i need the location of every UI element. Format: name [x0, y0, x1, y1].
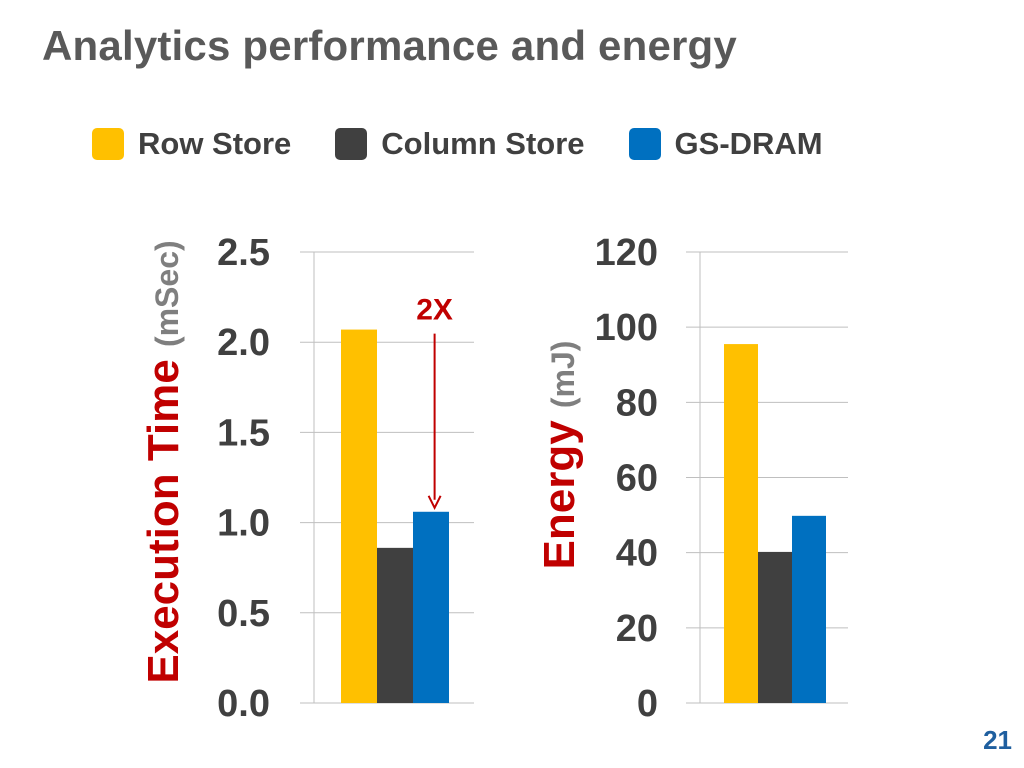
- legend-item-row-store: Row Store: [92, 126, 291, 162]
- chart1-bar-row-store: [341, 329, 377, 703]
- legend-label-gs-dram: GS-DRAM: [674, 126, 823, 161]
- chart1-tick-label: 0.5: [217, 593, 270, 635]
- chart2-tick-label: 40: [616, 533, 658, 575]
- chart2-tick-label: 20: [616, 608, 658, 650]
- chart1-tick-label: 0.0: [217, 683, 270, 725]
- legend-item-gs-dram: GS-DRAM: [628, 126, 823, 162]
- chart2-y-axis-title: Energy (mJ): [535, 341, 584, 570]
- chart1-annotation-label: 2X: [416, 294, 453, 327]
- chart1-bar-gs-dram: [413, 511, 449, 703]
- chart2-y-axis-unit: (mJ): [545, 341, 581, 409]
- legend-label-row-store: Row Store: [138, 126, 292, 161]
- chart1-tick-label: 1.0: [217, 503, 270, 545]
- chart1-y-axis-title: Execution Time (mSec): [139, 240, 188, 683]
- legend-label-column-store: Column Store: [381, 126, 585, 161]
- legend-swatch-row-store: [92, 128, 124, 160]
- legend: Row Store Column Store GS-DRAM: [92, 122, 823, 166]
- page-number: 21: [983, 725, 1012, 755]
- chart1-bar-column-store: [377, 547, 413, 703]
- slide-title: Analytics performance and energy: [42, 22, 737, 69]
- chart2-bar-row-store: [724, 344, 758, 703]
- chart2-bar-column-store: [758, 551, 792, 703]
- chart1-y-axis-unit: (mSec): [149, 240, 185, 347]
- chart2-tick-label: 0: [637, 683, 658, 725]
- chart1-annotation-arrow-head: [427, 495, 442, 511]
- chart2-bar-gs-dram: [792, 515, 826, 703]
- chart2-tick-label: 120: [595, 232, 658, 274]
- chart1-tick-label: 2.5: [217, 232, 270, 274]
- chart1-tick-label: 1.5: [217, 412, 270, 454]
- chart1-y-axis-label: Execution Time: [139, 347, 188, 684]
- chart2-y-axis-label: Energy: [535, 408, 584, 569]
- chart2-tick-label: 60: [616, 458, 658, 500]
- legend-item-column-store: Column Store: [335, 126, 585, 162]
- chart2-tick-label: 100: [595, 307, 658, 349]
- legend-swatch-column-store: [335, 128, 368, 160]
- chart1-tick-label: 2.0: [217, 322, 270, 364]
- legend-swatch-gs-dram: [628, 128, 661, 160]
- chart2-tick-label: 80: [616, 382, 658, 424]
